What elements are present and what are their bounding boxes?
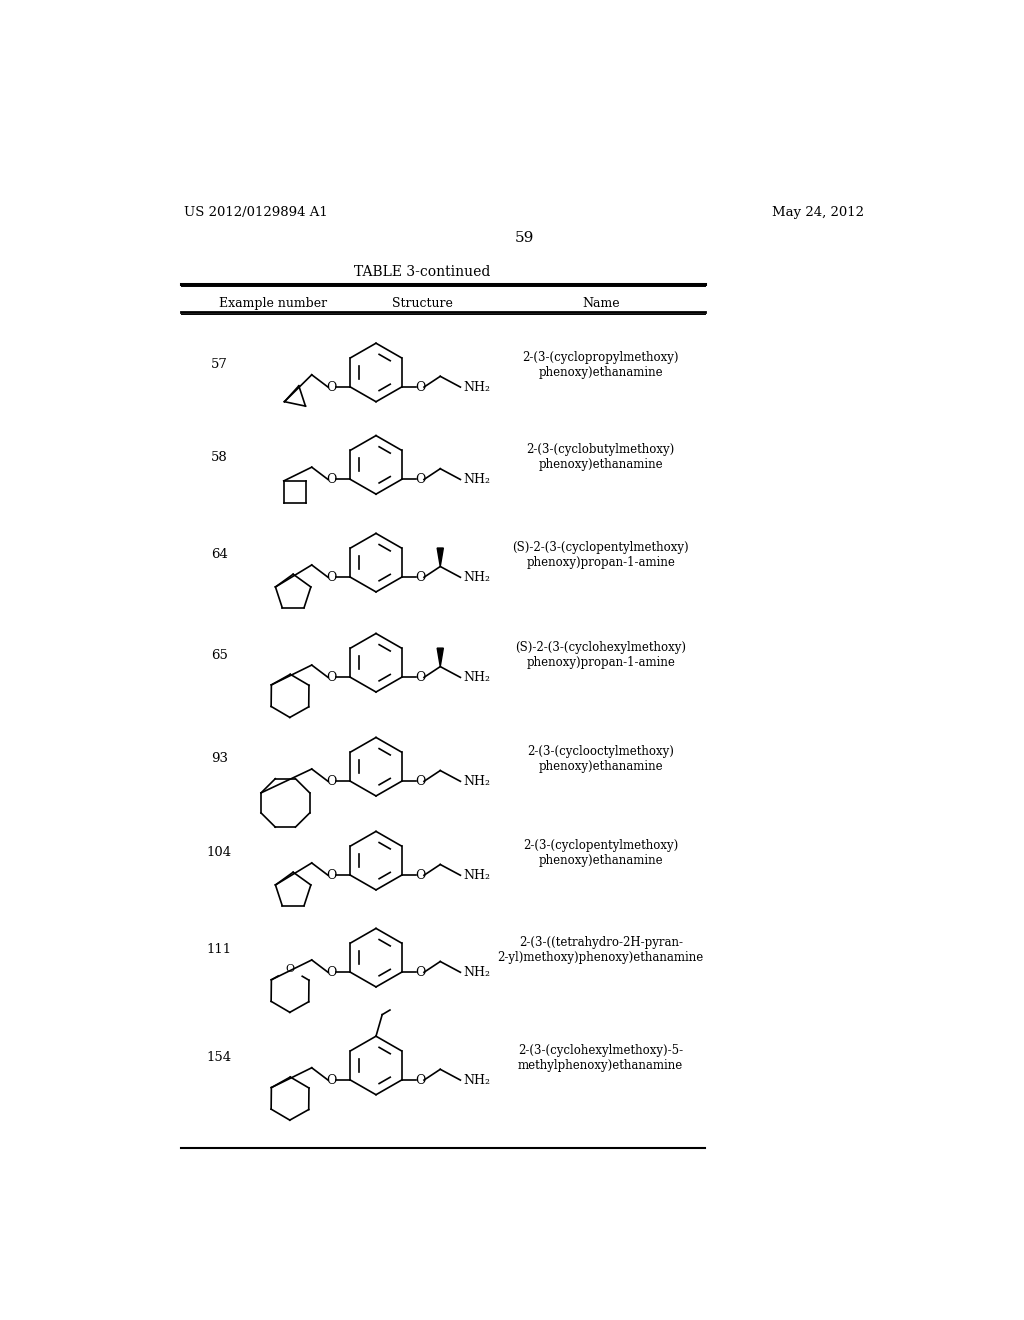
Text: O: O (415, 570, 425, 583)
Text: NH₂: NH₂ (464, 671, 490, 684)
Text: 2-(3-(cyclopentylmethoxy)
phenoxy)ethanamine: 2-(3-(cyclopentylmethoxy) phenoxy)ethana… (523, 840, 678, 867)
Text: 57: 57 (211, 358, 228, 371)
Text: US 2012/0129894 A1: US 2012/0129894 A1 (183, 206, 328, 219)
Text: May 24, 2012: May 24, 2012 (772, 206, 864, 219)
Text: O: O (415, 671, 425, 684)
Text: Structure: Structure (392, 297, 453, 310)
Text: 111: 111 (207, 944, 232, 957)
Text: 59: 59 (515, 231, 535, 244)
Text: 2-(3-(cyclooctylmethoxy)
phenoxy)ethanamine: 2-(3-(cyclooctylmethoxy) phenoxy)ethanam… (527, 744, 674, 774)
Text: O: O (415, 473, 425, 486)
Text: O: O (327, 966, 337, 979)
Text: O: O (415, 380, 425, 393)
Text: 93: 93 (211, 752, 228, 766)
Text: 58: 58 (211, 450, 227, 463)
Polygon shape (437, 648, 443, 667)
Text: O: O (327, 473, 337, 486)
Text: O: O (415, 869, 425, 882)
Text: NH₂: NH₂ (464, 473, 490, 486)
Text: NH₂: NH₂ (464, 869, 490, 882)
Text: O: O (327, 869, 337, 882)
Text: 2-(3-(cyclohexylmethoxy)-5-
methylphenoxy)ethanamine: 2-(3-(cyclohexylmethoxy)-5- methylphenox… (518, 1044, 683, 1072)
Text: (S)-2-(3-(cyclohexylmethoxy)
phenoxy)propan-1-amine: (S)-2-(3-(cyclohexylmethoxy) phenoxy)pro… (515, 642, 686, 669)
Text: Example number: Example number (219, 297, 328, 310)
Text: O: O (327, 775, 337, 788)
Text: 64: 64 (211, 548, 228, 561)
Text: 104: 104 (207, 846, 232, 859)
Text: O: O (327, 1073, 337, 1086)
Text: Name: Name (582, 297, 620, 310)
Text: NH₂: NH₂ (464, 380, 490, 393)
Polygon shape (437, 548, 443, 566)
Text: O: O (286, 964, 295, 974)
Text: 65: 65 (211, 648, 228, 661)
Text: NH₂: NH₂ (464, 775, 490, 788)
Text: 2-(3-(cyclopropylmethoxy)
phenoxy)ethanamine: 2-(3-(cyclopropylmethoxy) phenoxy)ethana… (522, 351, 679, 379)
Text: O: O (415, 966, 425, 979)
Text: O: O (327, 671, 337, 684)
Text: 154: 154 (207, 1051, 232, 1064)
Text: O: O (415, 775, 425, 788)
Text: O: O (327, 570, 337, 583)
Text: (S)-2-(3-(cyclopentylmethoxy)
phenoxy)propan-1-amine: (S)-2-(3-(cyclopentylmethoxy) phenoxy)pr… (512, 541, 689, 569)
Text: 2-(3-(cyclobutylmethoxy)
phenoxy)ethanamine: 2-(3-(cyclobutylmethoxy) phenoxy)ethanam… (526, 444, 675, 471)
Text: 2-(3-((tetrahydro-2H-pyran-
2-yl)methoxy)phenoxy)ethanamine: 2-(3-((tetrahydro-2H-pyran- 2-yl)methoxy… (498, 936, 703, 964)
Text: O: O (327, 380, 337, 393)
Text: TABLE 3-continued: TABLE 3-continued (354, 265, 490, 280)
Text: NH₂: NH₂ (464, 1073, 490, 1086)
Text: NH₂: NH₂ (464, 570, 490, 583)
Text: O: O (415, 1073, 425, 1086)
Text: NH₂: NH₂ (464, 966, 490, 979)
